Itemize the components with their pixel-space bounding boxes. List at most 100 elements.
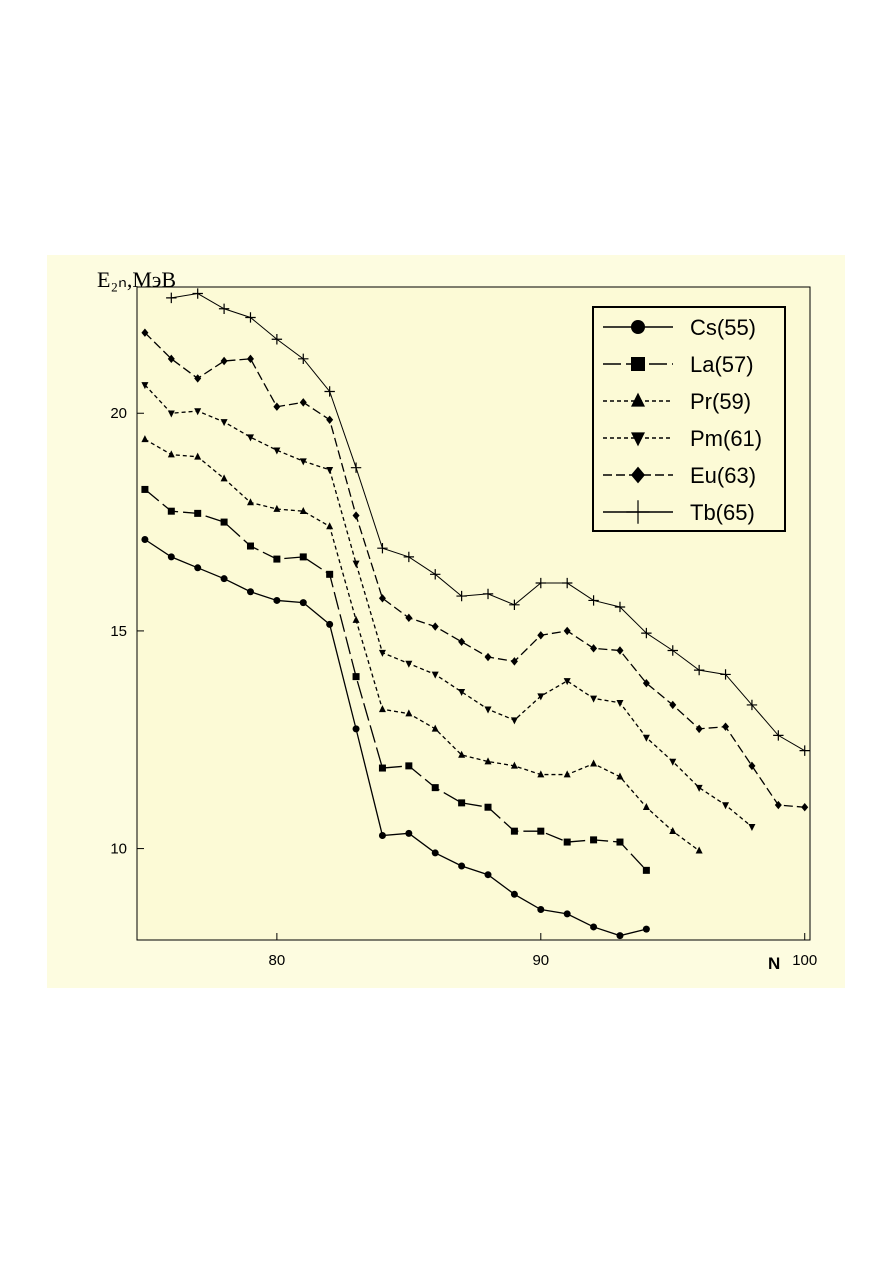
marker xyxy=(746,699,758,711)
marker xyxy=(141,328,149,337)
marker xyxy=(273,504,281,512)
marker xyxy=(510,890,518,898)
y-tick-label: 15 xyxy=(110,623,127,640)
marker xyxy=(220,575,228,583)
marker xyxy=(458,637,466,646)
marker xyxy=(378,649,386,657)
marker xyxy=(720,669,731,680)
marker xyxy=(537,827,545,835)
series-line xyxy=(144,538,647,937)
marker xyxy=(616,838,624,846)
marker xyxy=(350,462,362,473)
marker xyxy=(299,599,307,607)
marker xyxy=(378,705,386,713)
legend-label: Tb(65) xyxy=(690,500,755,525)
marker xyxy=(405,762,413,770)
marker xyxy=(167,553,175,561)
marker xyxy=(695,724,703,734)
marker xyxy=(482,588,494,600)
marker xyxy=(590,759,598,767)
marker xyxy=(563,770,571,778)
marker xyxy=(298,353,309,365)
marker xyxy=(326,415,334,424)
marker xyxy=(299,458,307,466)
legend-label: Pr(59) xyxy=(690,389,751,414)
marker xyxy=(561,577,573,589)
marker xyxy=(246,434,254,442)
marker xyxy=(431,784,439,792)
marker xyxy=(509,599,520,610)
legend-marker xyxy=(631,392,645,407)
marker xyxy=(563,910,571,918)
marker xyxy=(299,398,307,407)
marker xyxy=(141,485,149,493)
marker xyxy=(642,678,650,688)
marker xyxy=(801,803,809,812)
marker xyxy=(774,800,782,810)
marker xyxy=(748,824,756,832)
legend-label: Pm(61) xyxy=(690,426,762,451)
marker xyxy=(563,626,571,636)
marker xyxy=(669,700,677,710)
x-axis-label: N xyxy=(768,954,780,973)
marker xyxy=(695,784,703,792)
legend-box xyxy=(592,306,786,532)
marker xyxy=(642,925,650,933)
marker xyxy=(326,522,334,530)
marker xyxy=(484,652,492,662)
series-line xyxy=(144,438,700,852)
marker xyxy=(669,826,677,834)
marker xyxy=(484,871,492,879)
legend-marker xyxy=(631,432,645,447)
x-tick-label: 90 xyxy=(532,952,549,969)
marker xyxy=(693,664,705,676)
legend-label: La(57) xyxy=(690,352,754,377)
marker xyxy=(616,932,624,940)
x-tick-label: 80 xyxy=(269,952,286,969)
series-line xyxy=(144,332,805,808)
marker xyxy=(324,386,335,397)
marker xyxy=(377,543,388,554)
legend-marker xyxy=(626,500,650,524)
marker xyxy=(141,435,149,443)
marker xyxy=(194,408,202,416)
marker xyxy=(246,588,254,596)
marker xyxy=(799,745,810,756)
marker xyxy=(642,734,650,742)
marker xyxy=(271,334,283,345)
marker xyxy=(535,577,546,589)
marker xyxy=(537,906,545,914)
marker xyxy=(218,303,230,314)
marker xyxy=(748,761,756,771)
marker xyxy=(194,564,202,572)
legend-marker xyxy=(631,357,645,371)
marker xyxy=(722,802,730,810)
marker xyxy=(167,354,175,364)
marker xyxy=(141,535,149,543)
marker xyxy=(456,590,467,602)
y-tick-label: 20 xyxy=(110,405,127,422)
marker xyxy=(326,620,334,628)
marker xyxy=(299,553,307,561)
y-axis-label: E₂ₙ,МэВ xyxy=(97,267,176,292)
series-line xyxy=(144,488,647,871)
marker xyxy=(246,354,254,364)
marker xyxy=(352,615,360,623)
legend-label: Eu(63) xyxy=(690,463,756,488)
marker xyxy=(484,757,492,765)
marker xyxy=(403,551,415,563)
marker xyxy=(352,511,360,520)
marker xyxy=(590,695,598,703)
marker xyxy=(299,506,307,514)
marker xyxy=(458,689,466,697)
marker xyxy=(245,312,256,323)
marker xyxy=(510,717,518,725)
marker xyxy=(378,832,386,840)
marker xyxy=(431,671,439,679)
marker xyxy=(246,542,254,550)
marker xyxy=(352,560,360,568)
marker xyxy=(273,402,281,411)
marker xyxy=(616,699,624,707)
legend-marker xyxy=(631,466,645,484)
